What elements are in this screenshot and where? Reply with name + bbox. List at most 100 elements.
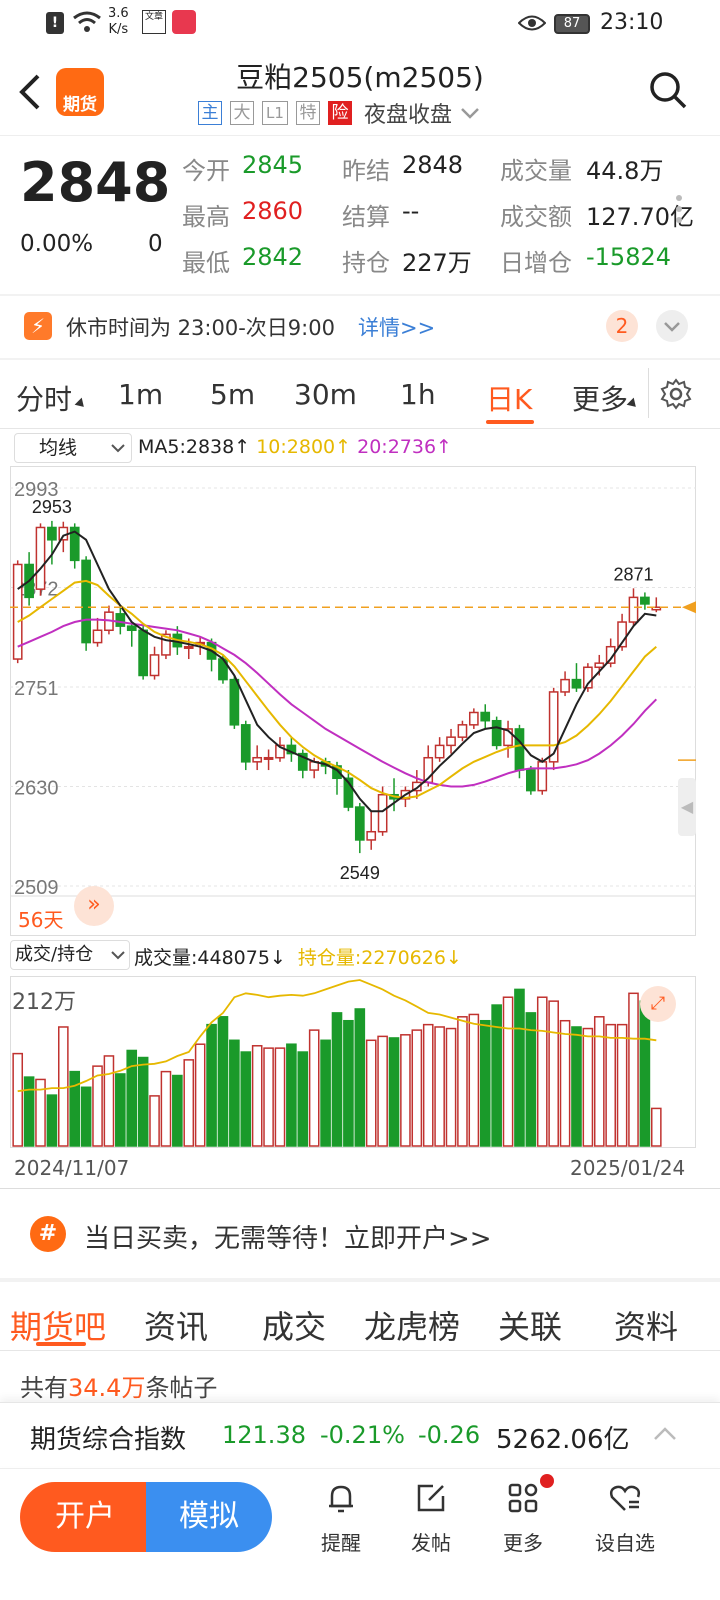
- tab-daily[interactable]: 日K: [486, 383, 533, 416]
- promo-banner[interactable]: # 当日买卖，无需等待！立即开户>>: [0, 1196, 720, 1274]
- volume-bar: [411, 1029, 423, 1147]
- fast-forward-icon[interactable]: »: [74, 886, 114, 926]
- candle-body: [297, 752, 308, 771]
- notice-count-badge[interactable]: 2: [606, 310, 638, 342]
- notice-bar: ⚡ 休市时间为 23:00-次日9:00 详情>> 2: [0, 298, 720, 356]
- notice-expand-icon[interactable]: [656, 310, 688, 342]
- notice-detail-link[interactable]: 详情>>: [358, 316, 436, 340]
- volume-bar: [172, 1074, 183, 1147]
- back-icon[interactable]: [18, 72, 42, 112]
- bell-icon: [329, 1485, 353, 1513]
- open-account-button[interactable]: 开户: [20, 1482, 150, 1552]
- tab-info[interactable]: 资料: [614, 1308, 679, 1346]
- volume-bar: [628, 992, 639, 1147]
- tab-5m[interactable]: 5m: [210, 378, 256, 411]
- quote-panel: 2848 0.00% 0 今开 2845 昨结 2848 成交量 44.8万 最高 2860 结…: [0, 137, 720, 293]
- candle-body: [628, 596, 639, 623]
- tab-related[interactable]: 关联: [498, 1308, 563, 1346]
- candle-body: [514, 728, 525, 771]
- tag-risk: 险: [328, 101, 352, 125]
- session-status[interactable]: 夜盘收盘: [364, 103, 453, 128]
- nav-alert[interactable]: 提醒: [306, 1480, 376, 1556]
- edit-icon: [417, 1484, 445, 1512]
- volume-bar: [479, 1019, 491, 1147]
- tab-30m[interactable]: 30m: [294, 378, 357, 411]
- tab-dragon-tiger[interactable]: 龙虎榜: [364, 1308, 461, 1346]
- tab-more[interactable]: 更多: [572, 383, 629, 416]
- page-title: 豆粕2505(m2505): [236, 61, 484, 94]
- quote-field-label: 成交额: [500, 203, 572, 231]
- volume-bar: [445, 1027, 457, 1147]
- chevron-down-icon: [111, 444, 125, 453]
- tag-main: 主: [198, 101, 222, 125]
- candle-body: [651, 606, 662, 611]
- battery-icon: 87: [554, 14, 590, 34]
- volume-legend: 成交量:448075↓ 持仓量:2270626↓: [134, 947, 462, 969]
- quote-field-label: 日增仓: [500, 249, 572, 277]
- indicator-select[interactable]: 均线: [14, 433, 132, 463]
- tab-trades[interactable]: 成交: [262, 1308, 327, 1346]
- volume-bar: [23, 1076, 35, 1147]
- promo-text[interactable]: 当日买卖，无需等待！立即开户>>: [84, 1224, 492, 1254]
- more-dots-icon[interactable]: [676, 195, 682, 223]
- volume-bar: [160, 1070, 172, 1147]
- quote-field-value: 127.70亿: [586, 203, 694, 231]
- search-icon[interactable]: [648, 70, 688, 110]
- tab-forum[interactable]: 期货吧: [10, 1308, 107, 1346]
- tab-1m[interactable]: 1m: [118, 378, 164, 411]
- volume-bar: [126, 1049, 138, 1147]
- nav-more[interactable]: 更多: [488, 1474, 558, 1556]
- tab-news[interactable]: 资讯: [144, 1308, 209, 1346]
- chevron-up-icon[interactable]: [652, 1425, 678, 1443]
- network-speed: 3.6 K/s: [108, 6, 129, 37]
- volume-bar: [536, 996, 548, 1147]
- candle-body: [377, 793, 388, 833]
- nav-watchlist[interactable]: 设自选: [590, 1480, 660, 1556]
- candle-body: [275, 744, 285, 759]
- quote-field-label: 持仓: [342, 249, 390, 277]
- side-scroll-handle[interactable]: ◀: [678, 778, 696, 836]
- nav-post[interactable]: 发帖: [396, 1480, 466, 1556]
- tag-special: 特: [296, 101, 320, 125]
- candlestick-chart[interactable]: 29932872275126302509295328712549: [10, 466, 696, 936]
- hashtag-icon: #: [30, 1216, 66, 1252]
- y-tick-label: 2993: [14, 479, 59, 501]
- candle-body: [69, 526, 80, 562]
- index-change: -0.26: [418, 1421, 481, 1449]
- nav-alert-label: 提醒: [321, 1531, 361, 1555]
- tab-1h[interactable]: 1h: [400, 378, 436, 411]
- ma20-label: 20:2736: [357, 436, 437, 458]
- volume-bar: [400, 1034, 411, 1147]
- tab-intraday[interactable]: 分时: [16, 383, 73, 416]
- y-tick-label: 2751: [14, 678, 59, 700]
- flash-icon: ⚡: [24, 312, 52, 340]
- candle-body: [491, 719, 502, 747]
- volume-bar: [377, 1035, 388, 1147]
- ma10-label: 10:2800: [256, 436, 336, 458]
- volume-bar: [286, 1043, 297, 1147]
- quote-field-value: 227万: [402, 249, 472, 277]
- index-bar[interactable]: 期货综合指数 121.38 -0.21% -0.26 5262.06亿: [0, 1402, 720, 1466]
- simulate-button[interactable]: 模拟: [146, 1482, 272, 1552]
- candle-body: [560, 678, 570, 693]
- volume-chart[interactable]: [10, 976, 696, 1148]
- candle-body: [640, 596, 650, 605]
- news-app-icon: 文章: [142, 10, 166, 34]
- ma5-line: [17, 530, 657, 813]
- candle-body: [115, 613, 126, 627]
- candle-body: [161, 633, 171, 656]
- volume-bar: [92, 1065, 103, 1147]
- volume-bar: [58, 1026, 69, 1147]
- volume-indicator-select[interactable]: 成交/持仓: [10, 940, 130, 970]
- gear-icon[interactable]: [660, 378, 692, 410]
- candle-body: [594, 662, 605, 669]
- chevron-down-icon[interactable]: [460, 106, 480, 120]
- candle-body: [12, 563, 23, 660]
- quote-field-label: 今开: [182, 157, 230, 185]
- expand-icon[interactable]: ⤢: [640, 986, 676, 1022]
- volume-bar: [308, 1029, 320, 1147]
- volume-bar: [194, 1043, 206, 1147]
- volume-bar: [468, 1013, 480, 1147]
- index-pct: -0.21%: [320, 1421, 405, 1449]
- volume-bar: [103, 1055, 115, 1147]
